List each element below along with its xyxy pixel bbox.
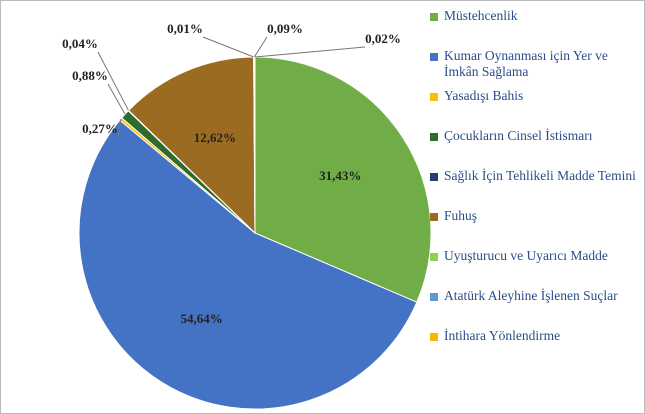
data-label: 54,64%: [181, 311, 223, 326]
legend-swatch: [430, 293, 438, 301]
leader-line: [253, 36, 268, 58]
data-label: 0,27%: [82, 121, 118, 136]
pie-slice: [127, 56, 256, 235]
legend-item: Fuhuş: [430, 208, 642, 248]
legend: Müstehcenlik Kumar Oynanması için Yer ve …: [430, 8, 642, 368]
data-label: 31,43%: [319, 168, 361, 183]
legend-label: Atatürk Aleyhine İşlenen Suçlar: [444, 288, 618, 303]
legend-item: Atatürk Aleyhine İşlenen Suçlar: [430, 288, 642, 328]
legend-swatch: [430, 173, 438, 181]
legend-item: Uyuşturucu ve Uyarıcı Madde: [430, 248, 642, 288]
legend-item: İntihara Yönlendirme: [430, 328, 642, 368]
data-label: 0,01%: [167, 21, 203, 36]
pie-slice: [254, 56, 432, 303]
legend-swatch: [430, 133, 438, 141]
leader-line: [202, 36, 254, 58]
legend-swatch: [430, 13, 438, 21]
legend-label: Çocukların Cinsel İstismarı: [444, 128, 593, 143]
legend-label: Fuhuş: [444, 208, 478, 223]
leader-line: [117, 118, 122, 138]
legend-swatch: [430, 93, 438, 101]
pie-slice: [78, 119, 418, 410]
leader-line: [107, 83, 126, 115]
data-label: 0,04%: [62, 36, 98, 51]
legend-label: Müstehcenlik: [444, 8, 518, 23]
legend-item: Yasadışı Bahis: [430, 88, 642, 128]
legend-label: İntihara Yönlendirme: [444, 328, 561, 343]
legend-label: Yasadışı Bahis: [444, 88, 524, 103]
legend-item: Çocukların Cinsel İstismarı: [430, 128, 642, 168]
leader-line: [254, 46, 366, 58]
legend-item: Kumar Oynanması için Yer ve İmkân Sağlam…: [430, 48, 642, 88]
legend-item: Sağlık İçin Tehlikeli Madde Temini: [430, 168, 642, 208]
data-label: 0,09%: [267, 21, 303, 36]
data-label: 0,88%: [72, 68, 108, 83]
legend-swatch: [430, 253, 438, 261]
data-label: 0,02%: [365, 31, 401, 46]
legend-swatch: [430, 333, 438, 341]
legend-label: Uyuşturucu ve Uyarıcı Madde: [444, 248, 608, 263]
leader-line: [97, 51, 129, 111]
legend-swatch: [430, 213, 438, 221]
legend-swatch: [430, 53, 438, 61]
legend-label: Sağlık İçin Tehlikeli Madde Temini: [444, 168, 636, 183]
legend-item: Müstehcenlik: [430, 8, 642, 48]
legend-label: Kumar Oynanması için Yer ve İmkân Sağlam…: [444, 48, 608, 79]
data-label: 12,62%: [194, 130, 236, 145]
